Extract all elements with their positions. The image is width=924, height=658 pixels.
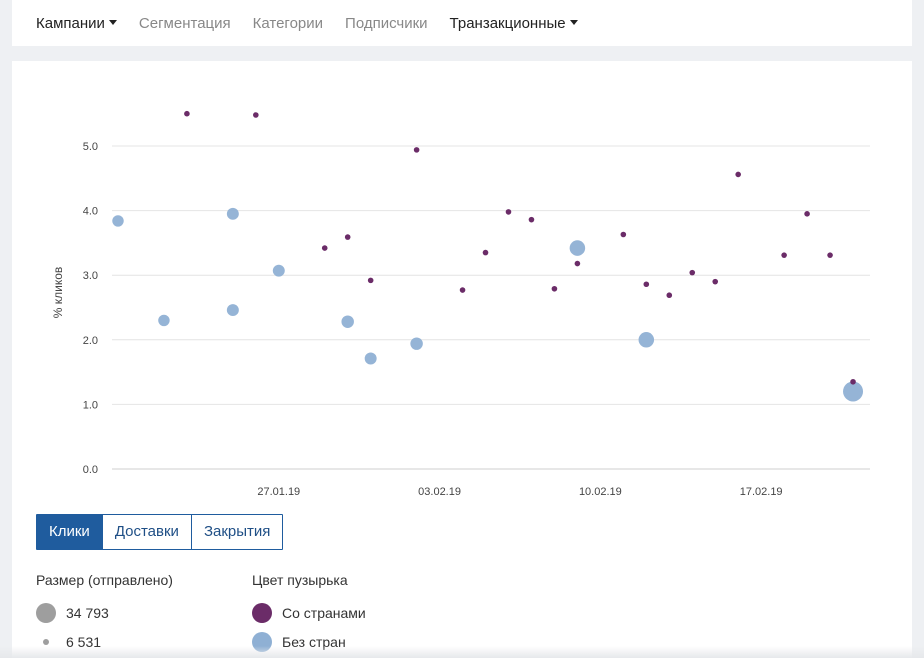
bubble-point bbox=[551, 285, 558, 292]
bubble-point bbox=[321, 245, 328, 251]
nav-transactional-label: Транзакционные bbox=[449, 14, 566, 32]
bubble-point bbox=[643, 281, 650, 288]
bubble-point bbox=[482, 249, 489, 256]
bubble-point bbox=[689, 269, 696, 276]
nav-transactional[interactable]: Транзакционные bbox=[450, 15, 578, 32]
size-legend-title: Размер (отправлено) bbox=[36, 572, 173, 588]
bubble-point bbox=[781, 252, 787, 258]
size-max-label: 34 793 bbox=[66, 604, 109, 621]
bubble-point bbox=[364, 352, 377, 365]
caret-down-icon bbox=[569, 19, 578, 25]
nav-segmentation-label: Сегментация bbox=[138, 14, 231, 32]
nav-campaigns-label: Кампании bbox=[36, 14, 105, 32]
bubble-point bbox=[344, 234, 351, 240]
caret-down-icon bbox=[108, 19, 117, 25]
bubble-point bbox=[413, 147, 420, 153]
bottom-fade bbox=[0, 646, 924, 658]
bubble-point bbox=[850, 378, 856, 385]
bubble-point bbox=[367, 277, 374, 284]
bubble-point bbox=[459, 287, 466, 293]
x-tick-label: 27.01.19 bbox=[257, 486, 300, 498]
x-tick-label: 10.02.19 bbox=[579, 486, 622, 498]
y-tick-label: 5.0 bbox=[83, 141, 98, 153]
without-countries-label: Без стран bbox=[282, 633, 346, 650]
bubble-point bbox=[184, 110, 190, 117]
bubble-point bbox=[638, 332, 655, 348]
bubble-point bbox=[712, 278, 719, 285]
bubble-chart: 0.0 1.0 2.0 3.0 4.0 5.0 27.01.19 03.02.19 10.02.… bbox=[51, 110, 870, 498]
bubble-point bbox=[569, 240, 586, 256]
bubble-point bbox=[410, 337, 423, 350]
large-bubble-icon bbox=[36, 602, 56, 623]
bubble-point bbox=[574, 260, 581, 267]
bubble-point bbox=[666, 292, 673, 299]
bubble-point bbox=[528, 216, 535, 223]
bubble-point bbox=[620, 231, 627, 238]
size-legend: Размер (отправлено) 34 793 6 531 bbox=[36, 572, 173, 656]
x-tick-label: 03.02.19 bbox=[418, 486, 461, 498]
bubble-point bbox=[804, 211, 810, 217]
top-navigation: Кампании Сегментация Категории Подписчик… bbox=[12, 0, 912, 46]
bubble-point bbox=[158, 314, 170, 327]
tab-clicks[interactable]: Клики bbox=[37, 515, 102, 549]
small-bubble-icon bbox=[43, 638, 49, 645]
y-tick-label: 3.0 bbox=[83, 270, 98, 282]
y-axis-label: % кликов bbox=[51, 267, 65, 319]
x-tick-label: 17.02.19 bbox=[740, 486, 783, 498]
bubble-point bbox=[505, 209, 512, 215]
chart-panel: 0.0 1.0 2.0 3.0 4.0 5.0 27.01.19 03.02.19 10.02.… bbox=[12, 61, 912, 658]
nav-subscribers-label: Подписчики bbox=[345, 14, 428, 32]
nav-categories-label: Категории bbox=[252, 14, 324, 32]
legend-with-countries[interactable]: Со странами bbox=[252, 598, 366, 627]
tab-closes[interactable]: Закрытия bbox=[190, 515, 283, 549]
y-tick-label: 2.0 bbox=[83, 335, 98, 347]
size-legend-min: 6 531 bbox=[36, 627, 173, 656]
tab-deliveries[interactable]: Доставки bbox=[101, 515, 191, 549]
bubble-point bbox=[112, 215, 124, 227]
y-tick-label: 0.0 bbox=[83, 464, 98, 476]
nav-categories[interactable]: Категории bbox=[253, 15, 323, 32]
bubble-point bbox=[827, 252, 833, 258]
bubble-point bbox=[226, 207, 239, 220]
with-countries-label: Со странами bbox=[282, 604, 366, 621]
bubble-point bbox=[226, 304, 239, 317]
y-tick-label: 1.0 bbox=[83, 399, 98, 411]
size-min-label: 6 531 bbox=[66, 633, 102, 650]
nav-segmentation[interactable]: Сегментация bbox=[139, 15, 231, 32]
bubble-point bbox=[843, 381, 864, 402]
color-legend: Цвет пузырька Со странами Без стран bbox=[252, 572, 366, 656]
metric-tabs: Клики Доставки Закрытия bbox=[36, 514, 284, 550]
bubble-point bbox=[272, 264, 285, 277]
nav-subscribers[interactable]: Подписчики bbox=[345, 15, 428, 32]
bubble-point bbox=[735, 171, 741, 178]
color-legend-title: Цвет пузырька bbox=[252, 572, 348, 588]
bubble-point bbox=[341, 315, 354, 328]
nav-campaigns[interactable]: Кампании bbox=[36, 15, 117, 32]
bubble-point bbox=[253, 112, 259, 118]
size-legend-max: 34 793 bbox=[36, 598, 173, 627]
y-tick-label: 4.0 bbox=[83, 206, 98, 218]
purple-circle-icon bbox=[252, 602, 272, 623]
